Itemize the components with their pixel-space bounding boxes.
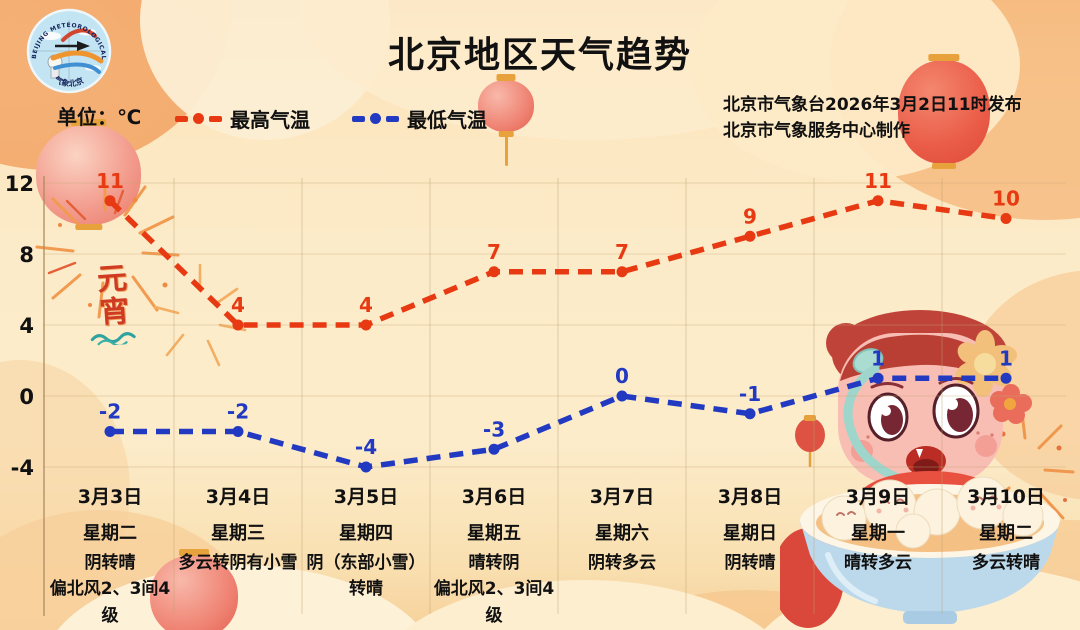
- day-column: 3月6日星期五晴转阴 偏北风2、3间4 级: [430, 482, 558, 629]
- weekday-label: 星期五: [467, 523, 521, 544]
- day-column: 3月4日星期三多云转阴有小雪: [174, 482, 302, 629]
- weekday-label: 星期一: [851, 523, 905, 544]
- weather-text: 多云转阴有小雪: [178, 553, 298, 573]
- data-point: [232, 319, 244, 331]
- weekday-label: 星期六: [595, 523, 649, 544]
- date-label: 3月8日: [717, 486, 783, 508]
- weather-description: 多云转晴: [942, 550, 1070, 576]
- data-point-label: -4: [355, 435, 377, 459]
- data-point-label: 7: [615, 240, 629, 264]
- weather-text: 阴（东部小雪） 转晴: [306, 553, 426, 600]
- data-point-label: -1: [739, 382, 761, 406]
- weekday-label: 星期日: [723, 523, 777, 544]
- data-point-label: -2: [99, 400, 121, 424]
- data-point: [616, 390, 628, 402]
- weather-text: 阴转晴 偏北风2、3间4 级: [49, 553, 171, 626]
- date-label: 3月3日: [77, 486, 143, 508]
- page-title: 北京地区天气趋势: [387, 35, 692, 76]
- data-point-label: 4: [231, 293, 245, 317]
- unit-label: 单位：℃: [57, 105, 142, 129]
- weather-description: 阴转晴: [686, 550, 814, 576]
- date-label: 3月4日: [205, 486, 271, 508]
- lantern-tassel: [505, 132, 508, 166]
- day-column: 3月10日星期二多云转晴: [942, 482, 1070, 629]
- legend-label: 最高气温: [230, 108, 310, 132]
- weather-description: 多云转阴有小雪: [174, 550, 302, 576]
- weather-description: 阴转多云: [558, 550, 686, 576]
- day-column: 3月8日星期日阴转晴: [686, 482, 814, 629]
- weather-text: 多云转晴: [972, 553, 1040, 573]
- weather-text: 晴转阴 偏北风2、3间4 级: [433, 553, 555, 626]
- lantern-icon: [795, 418, 825, 452]
- legend-label: 最低气温: [407, 108, 487, 132]
- y-tick-label: -4: [11, 456, 34, 480]
- weather-text: 晴转多云: [844, 553, 912, 573]
- fireworks-icon: [35, 175, 247, 367]
- weekday-label: 星期二: [83, 523, 137, 544]
- data-point-label: 9: [743, 204, 757, 228]
- dashed-line-icon: [175, 113, 222, 124]
- data-point: [104, 426, 116, 437]
- day-column: 3月3日星期二阴转晴 偏北风2、3间4 级: [46, 482, 174, 629]
- dashed-line-icon: [352, 113, 399, 124]
- publish-line-2: 北京市气象服务中心制作: [723, 121, 910, 142]
- data-point: [232, 426, 244, 437]
- data-point-label: 4: [359, 293, 373, 317]
- weekday-label: 星期二: [979, 523, 1033, 544]
- legend-item-min: 最低气温: [352, 104, 487, 133]
- data-point-label: 1: [871, 346, 885, 370]
- date-label: 3月5日: [333, 486, 399, 508]
- publish-line-1: 北京市气象台2026年3月2日11时发布: [723, 95, 1022, 115]
- weather-description: 阴（东部小雪） 转晴: [302, 550, 430, 603]
- day-column: 3月5日星期四阴（东部小雪） 转晴: [302, 482, 430, 629]
- legend-item-max: 最高气温: [175, 104, 310, 133]
- y-tick-label: 12: [5, 172, 34, 196]
- data-point: [744, 408, 756, 420]
- data-point-label: -2: [227, 400, 249, 424]
- data-point-label: 0: [615, 364, 629, 388]
- data-point: [104, 195, 116, 207]
- data-point: [744, 230, 756, 242]
- festival-calligraphy: 元 宵: [81, 261, 147, 351]
- y-tick-label: 4: [19, 314, 34, 338]
- day-column: 3月9日星期一晴转多云: [814, 482, 942, 629]
- data-point: [360, 461, 372, 473]
- publish-info: 北京市气象台2026年3月2日11时发布 北京市气象服务中心制作: [723, 92, 1022, 145]
- data-point-label: 1: [999, 346, 1013, 370]
- weekday-label: 星期三: [211, 523, 265, 544]
- weather-description: 阴转晴 偏北风2、3间4 级: [46, 550, 174, 629]
- data-point: [616, 266, 628, 278]
- data-point: [1000, 213, 1012, 224]
- date-label: 3月6日: [461, 486, 527, 508]
- data-point: [872, 372, 884, 384]
- data-point: [1000, 372, 1012, 384]
- data-point-label: 7: [487, 240, 501, 264]
- day-column: 3月7日星期六阴转多云: [558, 482, 686, 629]
- date-label: 3月9日: [845, 486, 911, 508]
- data-point: [872, 195, 884, 207]
- y-tick-label: 0: [19, 385, 34, 409]
- data-point: [488, 266, 500, 278]
- data-point-label: 11: [96, 169, 124, 193]
- weekday-label: 星期四: [339, 523, 393, 544]
- data-point: [360, 319, 372, 331]
- data-point-label: -3: [483, 417, 505, 441]
- weather-text: 阴转晴: [724, 553, 776, 573]
- date-label: 3月10日: [967, 486, 1045, 508]
- y-tick-label: 8: [19, 243, 34, 267]
- data-point-label: 11: [864, 169, 892, 193]
- chart-legend: 最高气温 最低气温: [175, 104, 487, 133]
- data-point: [488, 443, 500, 455]
- data-point-label: 10: [992, 187, 1020, 211]
- x-axis-labels: 3月3日 星期二 阴转晴 偏北风2、3间4 级 3月4日 星期三 多云转阴有小雪 3月5日星…: [46, 482, 1070, 629]
- weather-description: 晴转多云: [814, 550, 942, 576]
- weather-text: 阴转多云: [588, 553, 656, 573]
- temp-line-min: [110, 375, 1006, 470]
- weather-description: 晴转阴 偏北风2、3间4 级: [430, 550, 558, 629]
- date-label: 3月7日: [589, 486, 655, 508]
